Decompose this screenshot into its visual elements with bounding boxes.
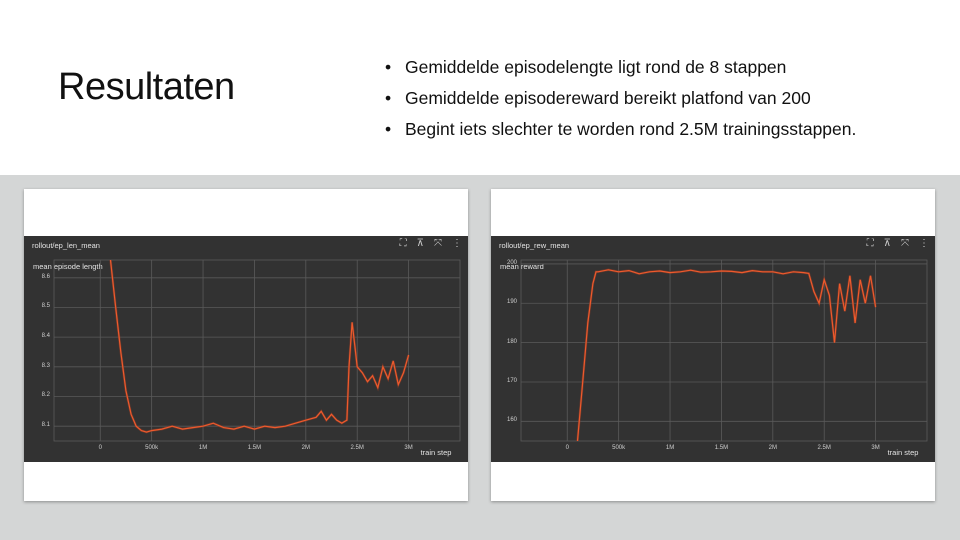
chart-title: rollout/ep_rew_mean — [499, 241, 570, 250]
y-tick-label: 8.5 — [41, 303, 50, 310]
x-tick-label: 3M — [404, 445, 413, 451]
chart-title: rollout/ep_len_mean — [32, 241, 100, 250]
x-tick-label: 500k — [612, 445, 626, 451]
y-tick-label: 200 — [506, 259, 517, 266]
line-chart — [520, 259, 928, 442]
plot-frame — [53, 259, 461, 442]
line-chart — [53, 259, 461, 442]
chart-panel: rollout/ep_rew_mean ⛶ ⊼ ⤧ ⋮ mean reward … — [491, 236, 935, 462]
x-tick-label: 1M — [665, 445, 675, 451]
fullscreen-icon[interactable]: ⤧ — [901, 238, 909, 249]
x-tick-label: 1.5M — [247, 445, 262, 451]
y-tick-label: 8.4 — [41, 333, 50, 340]
chart-card-ep-len: rollout/ep_len_mean ⛶ ⊼ ⤧ ⋮ mean episode… — [24, 189, 468, 501]
bullet-dot: • — [385, 88, 392, 108]
x-tick-label: 2M — [768, 445, 777, 451]
series-line-raw — [576, 268, 877, 441]
x-axis-label: train step — [420, 448, 452, 457]
y-tick-label: 8.6 — [41, 273, 50, 280]
x-tick-label: 1.5M — [714, 445, 729, 451]
series-line-raw — [109, 260, 410, 434]
bullet-list: • Gemiddelde episodelengte ligt rond de 8… — [385, 52, 856, 145]
series-line — [576, 269, 877, 441]
x-tick-label: 500k — [145, 445, 159, 451]
more-vert-icon[interactable]: ⋮ — [919, 238, 929, 249]
pin-icon[interactable]: ⊼ — [883, 238, 891, 249]
pin-icon[interactable]: ⊼ — [416, 238, 424, 249]
chart-card-ep-rew: rollout/ep_rew_mean ⛶ ⊼ ⤧ ⋮ mean reward … — [491, 189, 935, 501]
x-axis-label: train step — [887, 448, 919, 457]
bullet-item: • Gemiddelde episodereward bereikt platfo… — [385, 83, 856, 114]
x-tick-label: 2.5M — [350, 445, 364, 451]
y-tick-label: 170 — [506, 377, 517, 384]
y-tick-label: 8.3 — [41, 362, 50, 369]
x-tick-label: 2.5M — [817, 445, 831, 451]
bullet-dot: • — [385, 57, 392, 77]
chart-toolbar: ⛶ ⊼ ⤧ ⋮ — [400, 238, 462, 250]
y-tick-label: 8.1 — [41, 422, 50, 429]
bullet-item: • Begint iets slechter te worden rond 2.5… — [385, 114, 856, 145]
more-vert-icon[interactable]: ⋮ — [452, 238, 462, 249]
y-tick-label: 160 — [506, 417, 517, 424]
y-tick-label: 190 — [506, 299, 517, 306]
chart-panel: rollout/ep_len_mean ⛶ ⊼ ⤧ ⋮ mean episode… — [24, 236, 468, 462]
x-tick-label: 0 — [98, 445, 102, 451]
plot-frame — [520, 259, 928, 442]
x-tick-label: 1M — [198, 445, 208, 451]
fullscreen-icon[interactable]: ⤧ — [434, 238, 442, 249]
y-tick-label: 8.2 — [41, 392, 50, 399]
chart-toolbar: ⛶ ⊼ ⤧ ⋮ — [867, 238, 929, 250]
fit-domain-icon[interactable]: ⛶ — [399, 238, 407, 249]
slide-title: Resultaten — [58, 66, 235, 108]
bullet-item: • Gemiddelde episodelengte ligt rond de 8… — [385, 52, 856, 83]
bullet-dot: • — [385, 119, 392, 139]
y-axis-label: mean reward — [500, 262, 544, 271]
series-line — [109, 260, 410, 433]
x-tick-label: 2M — [301, 445, 310, 451]
x-tick-label: 0 — [565, 445, 569, 451]
x-tick-label: 3M — [871, 445, 880, 451]
y-tick-label: 180 — [506, 338, 517, 345]
y-axis-label: mean episode length — [33, 262, 103, 271]
fit-domain-icon[interactable]: ⛶ — [866, 238, 874, 249]
